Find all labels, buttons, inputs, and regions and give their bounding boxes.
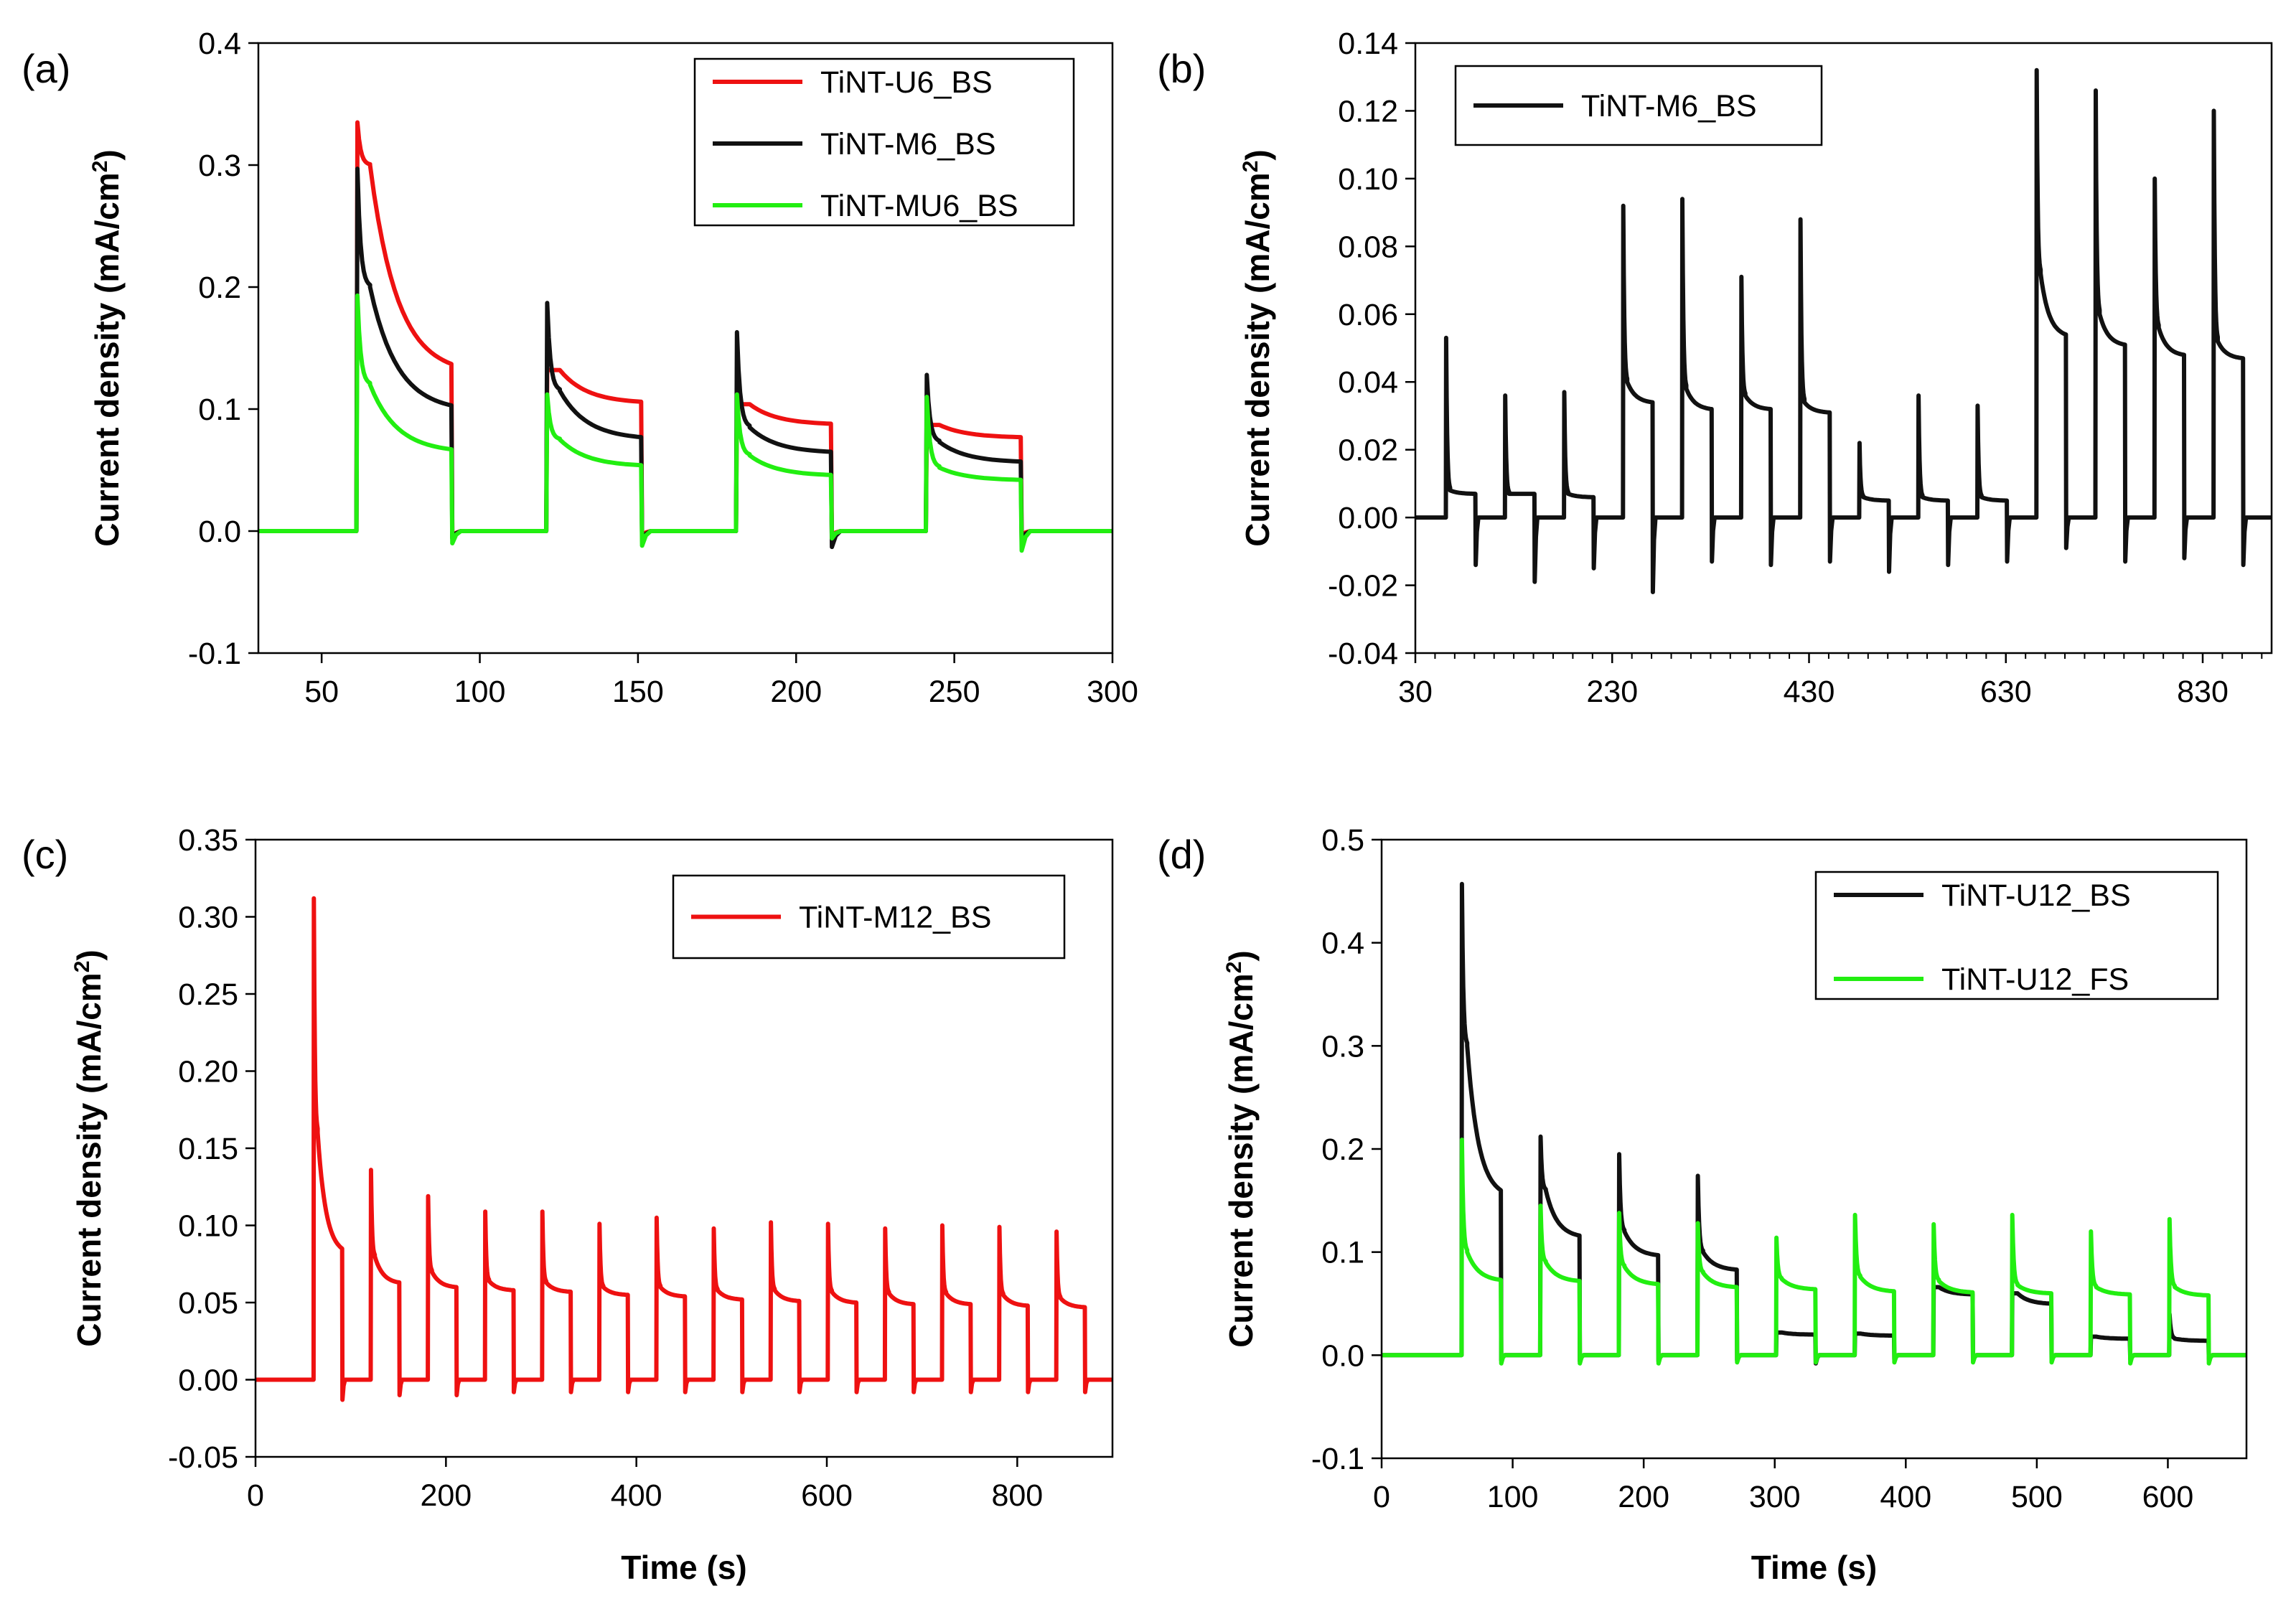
panel-label: (d) [1157,832,1206,877]
x-tick-label: 630 [1980,675,2032,709]
x-tick-label: 100 [1487,1480,1539,1514]
y-tick-label: 0.5 [1321,823,1364,858]
y-tick-label: 0.10 [178,1209,238,1244]
y-tick-label: 0.05 [178,1286,238,1320]
y-tick-label: 0.15 [178,1132,238,1166]
y-tick-label: 0.00 [178,1364,238,1398]
series-line-tint-m12-bs [256,896,1112,1402]
series-line-tint-u12-fs [1382,1137,2246,1366]
y-tick-label: 0.4 [198,27,241,61]
x-tick-label: 800 [991,1478,1043,1513]
series-line-tint-m6-bs [1415,67,2272,594]
y-tick-label: 0.2 [1321,1132,1364,1167]
x-tick-label: 300 [1749,1480,1801,1514]
legend: TiNT-M6_BS [1454,65,1823,146]
y-tick-label: 0.10 [1338,162,1398,197]
y-axis-label: Current density (mA/cm2) [88,149,126,546]
legend: TiNT-U12_BS TiNT-U12_FS [1814,871,2219,1000]
y-tick-label: 0.3 [198,149,241,183]
y-tick-label: 0.2 [198,271,241,305]
x-tick-label: 600 [801,1478,853,1513]
plot-frame [1414,42,2273,655]
legend-label: TiNT-M6_BS [820,127,996,161]
chart-panel-b: -0.04 -0.02 0.00 0.02 0.04 0.06 0.08 0.10 0.12 0.… [1157,27,2273,709]
x-tick-label: 0 [1373,1480,1390,1514]
legend: TiNT-U6_BS TiNT-M6_BS TiNT-MU6_BS [693,57,1075,227]
x-tick-label: 830 [2177,675,2229,709]
y-tick-label: -0.1 [1311,1442,1364,1476]
y-axis-label: Current density (mA/cm2) [70,949,108,1346]
x-tick-label: 230 [1586,675,1638,709]
y-tick-label: 0.20 [178,1055,238,1089]
x-tick-label: 300 [1087,675,1138,709]
y-tick-label: 0.0 [198,515,241,549]
y-axis-label: Current density (mA/cm2) [1239,149,1276,546]
y-tick-label: 0.35 [178,823,238,858]
legend-label: TiNT-U6_BS [820,65,993,100]
y-axis-label: Current density (mA/cm2) [1222,950,1260,1347]
x-tick-label: 400 [611,1478,662,1513]
x-axis-label: Time (s) [621,1549,747,1586]
y-tick-label: -0.02 [1328,569,1398,604]
legend-label: TiNT-M12_BS [799,901,991,935]
x-tick-label: 50 [304,675,339,709]
y-tick-label: 0.04 [1338,365,1398,400]
y-tick-label: 0.02 [1338,433,1398,468]
x-tick-label: 100 [454,675,506,709]
x-tick-label: 200 [770,675,822,709]
y-tick-label: 0.1 [1321,1236,1364,1270]
series-line-tint-mu6-bs [258,293,1112,553]
x-tick-label: 0 [247,1478,264,1513]
x-tick-label: 200 [420,1478,472,1513]
legend-label: TiNT-U12_BS [1941,878,2131,913]
y-tick-label: 0.12 [1338,94,1398,128]
legend: TiNT-M12_BS [672,874,1066,960]
y-tick-label: 0.1 [198,393,241,427]
chart-panel-a: -0.1 0.0 0.1 0.2 0.3 0.4 50 100 150 200 250 300 (a) C… [22,27,1138,709]
x-tick-label: 150 [612,675,664,709]
plot-frame [257,42,1114,655]
y-tick-label: 0.06 [1338,298,1398,332]
panel-label: (b) [1157,46,1206,91]
panel-label: (c) [22,832,68,877]
y-tick-label: -0.04 [1328,637,1398,671]
y-tick-label: 0.3 [1321,1029,1364,1064]
legend-label: TiNT-U12_FS [1941,962,2129,997]
x-tick-label: 250 [929,675,980,709]
y-tick-label: 0.25 [178,977,238,1012]
y-tick-label: 0.0 [1321,1338,1364,1373]
y-tick-label: -0.1 [188,637,241,671]
y-tick-label: 0.08 [1338,230,1398,264]
legend-label: TiNT-MU6_BS [820,189,1018,223]
panel-label: (a) [22,46,70,91]
y-tick-label: 0.00 [1338,501,1398,535]
x-tick-label: 400 [1880,1480,1931,1514]
x-tick-label: 200 [1618,1480,1669,1514]
y-tick-label: -0.05 [168,1440,238,1475]
x-tick-label: 30 [1398,675,1433,709]
legend-label: TiNT-M6_BS [1581,89,1757,123]
y-tick-label: 0.30 [178,901,238,935]
x-axis-label: Time (s) [1751,1549,1878,1586]
x-tick-label: 430 [1784,675,1835,709]
x-tick-label: 600 [2142,1480,2194,1514]
y-tick-label: 0.4 [1321,927,1364,961]
x-tick-label: 500 [2011,1480,2063,1514]
y-tick-label: 0.14 [1338,27,1398,61]
chart-panel-c: -0.05 0.00 0.05 0.10 0.15 0.20 0.25 0.30 0.35 0 20… [22,823,1114,1586]
chart-panel-d: -0.1 0.0 0.1 0.2 0.3 0.4 0.5 0 100 200 300 400 500 60… [1157,823,2248,1586]
